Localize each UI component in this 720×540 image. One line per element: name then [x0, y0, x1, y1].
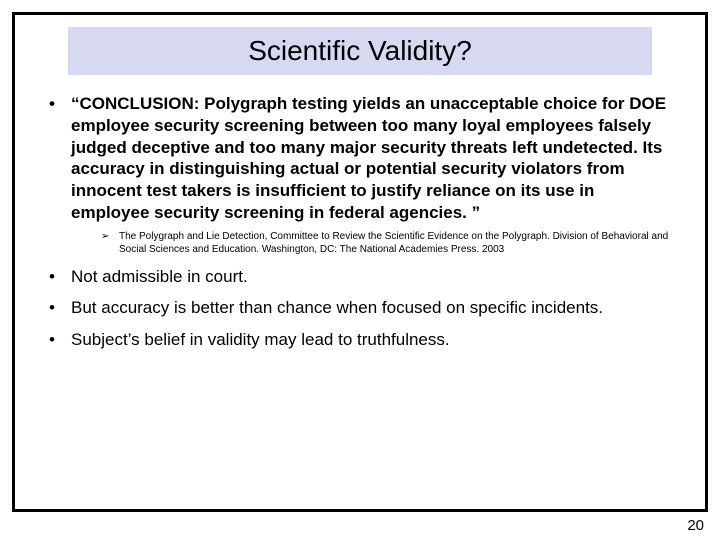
- bullet-text: But accuracy is better than chance when …: [71, 298, 603, 317]
- slide-title: Scientific Validity?: [80, 35, 639, 67]
- title-box: Scientific Validity?: [68, 27, 651, 75]
- bullet-text: “CONCLUSION: Polygraph testing yields an…: [71, 94, 666, 222]
- bullet-text: Subject’s belief in validity may lead to…: [71, 330, 450, 349]
- bullet-item: Subject’s belief in validity may lead to…: [43, 329, 677, 351]
- slide-frame: Scientific Validity? “CONCLUSION: Polygr…: [12, 12, 708, 512]
- bullet-item: “CONCLUSION: Polygraph testing yields an…: [43, 93, 677, 256]
- bullet-text: Not admissible in court.: [71, 267, 248, 286]
- citation-list: The Polygraph and Lie Detection, Committ…: [71, 230, 677, 256]
- citation-item: The Polygraph and Lie Detection, Committ…: [101, 230, 677, 256]
- page-number: 20: [687, 517, 704, 534]
- bullet-list: “CONCLUSION: Polygraph testing yields an…: [43, 93, 677, 351]
- bullet-item: Not admissible in court.: [43, 266, 677, 288]
- bullet-item: But accuracy is better than chance when …: [43, 297, 677, 319]
